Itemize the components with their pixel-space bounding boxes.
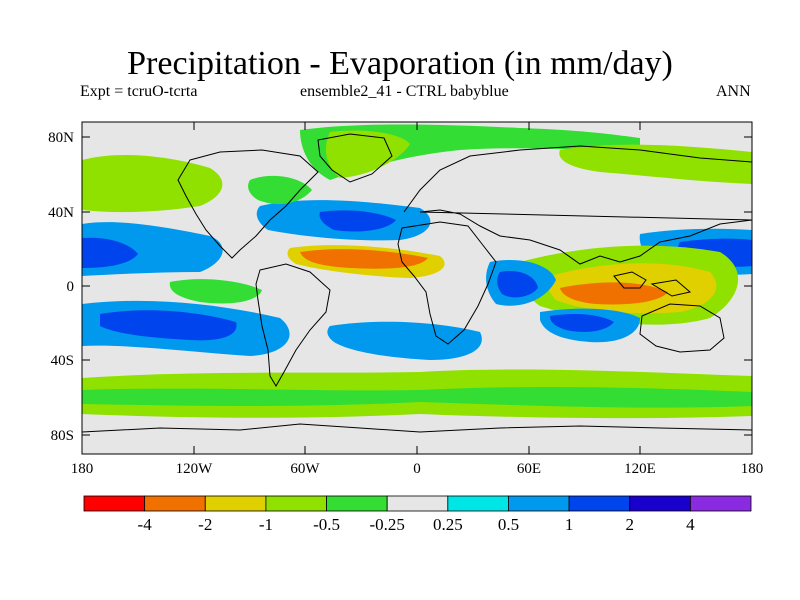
colorbar-label-6: 0.5 xyxy=(498,515,519,534)
lon-label-120w: 120W xyxy=(176,461,214,477)
coastline-maritime-continent xyxy=(613,271,692,297)
colorbar-swatch-1 xyxy=(144,495,206,512)
contour-indian-orange xyxy=(560,282,668,305)
colorbar-swatch-3 xyxy=(265,495,327,512)
lon-label-60e: 60E xyxy=(517,461,541,477)
contour-southern-ocean-green2 xyxy=(82,386,752,408)
lon-label-180e: 180 xyxy=(741,461,764,477)
colorbar-swatch-6 xyxy=(447,495,509,512)
colorbar-swatch-7 xyxy=(508,495,570,512)
colorbar-swatch-9 xyxy=(629,495,691,512)
colorbar-label-4: -0.25 xyxy=(369,515,404,534)
experiment-label: Expt = tcruO-tcrta xyxy=(80,83,198,100)
colorbar-label-5: 0.25 xyxy=(433,515,463,534)
contour-siberia-green xyxy=(559,144,752,184)
colorbar-label-9: 4 xyxy=(686,515,695,534)
lon-label-60w: 60W xyxy=(290,461,320,477)
latitude-axis: 80N 40N 0 40S 80S xyxy=(48,130,752,444)
contour-spac-blue xyxy=(100,310,237,341)
colorbar-swatch-10 xyxy=(689,495,752,512)
map-panel xyxy=(81,121,753,455)
lon-label-0: 0 xyxy=(413,461,421,477)
lat-label-80n: 80N xyxy=(48,130,74,146)
contour-fill-layer xyxy=(82,124,752,419)
contour-tropatl-orange xyxy=(300,249,428,269)
contour-indian-darkblue xyxy=(497,270,538,298)
ensemble-label: ensemble2_41 - CTRL babyblue xyxy=(300,83,509,100)
coastline-south-america xyxy=(255,263,331,387)
colorbar-swatch-5 xyxy=(386,495,449,512)
coastline-eurasia xyxy=(403,145,752,265)
lat-label-40n: 40N xyxy=(48,205,74,221)
lat-label-40s: 40S xyxy=(51,353,74,369)
contour-npac-blue xyxy=(82,237,138,268)
coastline-greenland xyxy=(317,133,393,183)
lat-label-80s: 80S xyxy=(51,428,74,444)
lat-tick-40s: 40S xyxy=(51,353,752,369)
lat-label-0: 0 xyxy=(67,279,75,295)
contour-atlantic-blue xyxy=(319,210,396,232)
colorbar-swatch-0 xyxy=(83,495,146,512)
colorbar: -4 -2 -1 -0.5 -0.25 0.25 0.5 1 2 4 xyxy=(83,495,752,534)
coastline-antarctica xyxy=(82,423,752,433)
colorbar-swatch-8 xyxy=(568,495,631,512)
coastline-north-america xyxy=(177,149,319,259)
contour-sindian-blue xyxy=(550,314,614,332)
longitude-axis: 180 120W 60W 0 60E 120E 180 xyxy=(71,122,764,477)
colorbar-label-8: 2 xyxy=(625,515,634,534)
colorbar-label-7: 1 xyxy=(565,515,574,534)
lat-tick-40n: 40N xyxy=(48,205,752,221)
season-label: ANN xyxy=(716,83,751,100)
contour-eastpac-green xyxy=(169,279,262,304)
lon-label-180w: 180 xyxy=(71,461,94,477)
contour-greenland-green xyxy=(325,130,410,178)
contour-satl-lightblue xyxy=(327,321,482,360)
coastline-australia xyxy=(639,303,725,353)
coastlines xyxy=(82,133,752,433)
colorbar-label-1: -2 xyxy=(198,515,212,534)
lat-tick-80n: 80N xyxy=(48,130,752,146)
colorbar-label-3: -0.5 xyxy=(313,515,340,534)
lat-tick-0: 0 xyxy=(67,279,752,295)
colorbar-swatch-4 xyxy=(326,495,388,512)
colorbar-label-0: -4 xyxy=(138,515,153,534)
contour-americas-green xyxy=(248,175,312,205)
lon-label-120e: 120E xyxy=(624,461,656,477)
coastline-africa xyxy=(397,221,497,345)
lat-tick-80s: 80S xyxy=(51,428,752,444)
colorbar-swatch-2 xyxy=(204,495,267,512)
colorbar-label-2: -1 xyxy=(259,515,273,534)
plot-title: Precipitation - Evaporation (in mm/day) xyxy=(127,45,673,82)
